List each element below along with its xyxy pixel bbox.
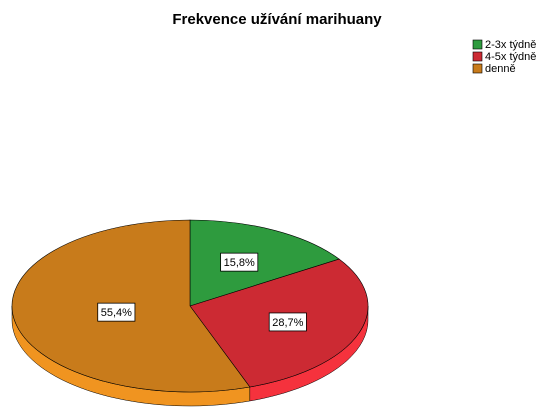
legend-swatch (472, 39, 483, 50)
legend-label: denně (485, 63, 516, 75)
data-label-box (97, 302, 136, 322)
legend-label: 2-3x týdně (485, 39, 536, 51)
data-label-box (268, 312, 307, 332)
chart-title: Frekvence užívání marihuany (172, 11, 382, 28)
data-label: 15,8% (220, 252, 259, 272)
data-label-text: 55,4% (101, 307, 132, 319)
legend-swatch (472, 63, 483, 74)
data-label: 28,7% (268, 312, 307, 332)
slice (189, 219, 340, 307)
data-label-text: 28,7% (272, 317, 303, 329)
data-label-text: 15,8% (224, 257, 255, 269)
data-label: 55,4% (97, 302, 136, 322)
legend-label: 4-5x týdně (485, 51, 536, 63)
legend-swatch (472, 51, 483, 62)
data-label-box (220, 252, 259, 272)
